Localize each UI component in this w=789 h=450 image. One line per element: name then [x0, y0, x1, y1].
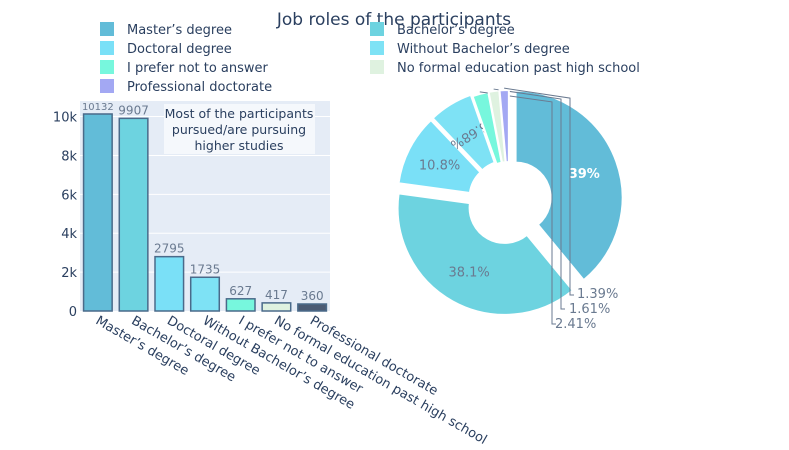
bar-value-label: 417: [265, 288, 288, 302]
legend-label: Bachelor’s degree: [397, 23, 515, 38]
donut-slice: [397, 118, 482, 195]
annotation-text: pursued/are pursuing: [172, 122, 306, 137]
bar-value-label: 2795: [154, 242, 185, 256]
legend-swatch: [370, 22, 384, 36]
donut-slice: [431, 93, 497, 172]
y-tick-label: 6k: [61, 188, 77, 203]
bar-value-label: 1735: [190, 262, 221, 276]
legend-swatch: [370, 60, 384, 74]
annotation-text: Most of the participants: [165, 106, 314, 121]
bar-value-label: 360: [301, 289, 324, 303]
legend-label: Professional doctorate: [127, 80, 272, 95]
bar: [189, 276, 221, 312]
legend-label: Without Bachelor’s degree: [397, 42, 570, 57]
y-tick-label: 8k: [61, 149, 77, 164]
donut-slice: [498, 89, 510, 164]
bar: [82, 113, 113, 312]
legend-label: Master’s degree: [127, 23, 232, 38]
legend-swatch: [100, 79, 114, 93]
bar-value-label: 9907: [118, 103, 149, 117]
legend-label: I prefer not to answer: [127, 61, 269, 76]
y-tick-label: 4k: [61, 227, 77, 242]
legend: Master’s degree Bachelor’s degree Doctoral…: [100, 22, 640, 95]
y-tick-label: 10k: [53, 111, 78, 126]
legend-label: Doctoral degree: [127, 42, 232, 57]
bar-value-label: 10132: [82, 102, 114, 113]
bar: [297, 303, 328, 312]
legend-swatch: [100, 22, 114, 36]
legend-label: No formal education past high school: [397, 61, 640, 76]
y-tick-label: 2k: [61, 266, 77, 281]
donut-leader-line: [479, 91, 556, 325]
donut-leader-line: [493, 88, 565, 310]
annotation-text: higher studies: [194, 138, 283, 153]
legend-swatch: [100, 41, 114, 55]
legend-swatch: [370, 41, 384, 55]
bar: [261, 302, 292, 312]
donut-percent-label: 38.1%: [448, 266, 489, 281]
bar: [225, 298, 256, 312]
donut-percent-label: 39%: [569, 167, 600, 182]
y-tick-label: 0: [69, 305, 77, 320]
donut-percent-label: 2.41%: [555, 317, 596, 332]
donut-percent-label: 1.39%: [577, 287, 618, 302]
donut-leader-line: [504, 87, 574, 296]
annotation-box: [164, 104, 315, 154]
donut-percent-label: 1.61%: [569, 302, 610, 317]
donut-chart: 39%38.1%10.8%6.68%2.41%1.61%1.39%: [396, 87, 624, 332]
donut-slice: [514, 89, 624, 282]
legend-swatch: [100, 60, 114, 74]
donut-percent-label: 10.8%: [419, 158, 460, 173]
donut-slice: [396, 192, 575, 316]
bar: [154, 255, 185, 312]
bar: [118, 117, 149, 312]
chart-title: Job roles of the participants: [276, 10, 511, 30]
bar-value-label: 627: [229, 284, 252, 298]
